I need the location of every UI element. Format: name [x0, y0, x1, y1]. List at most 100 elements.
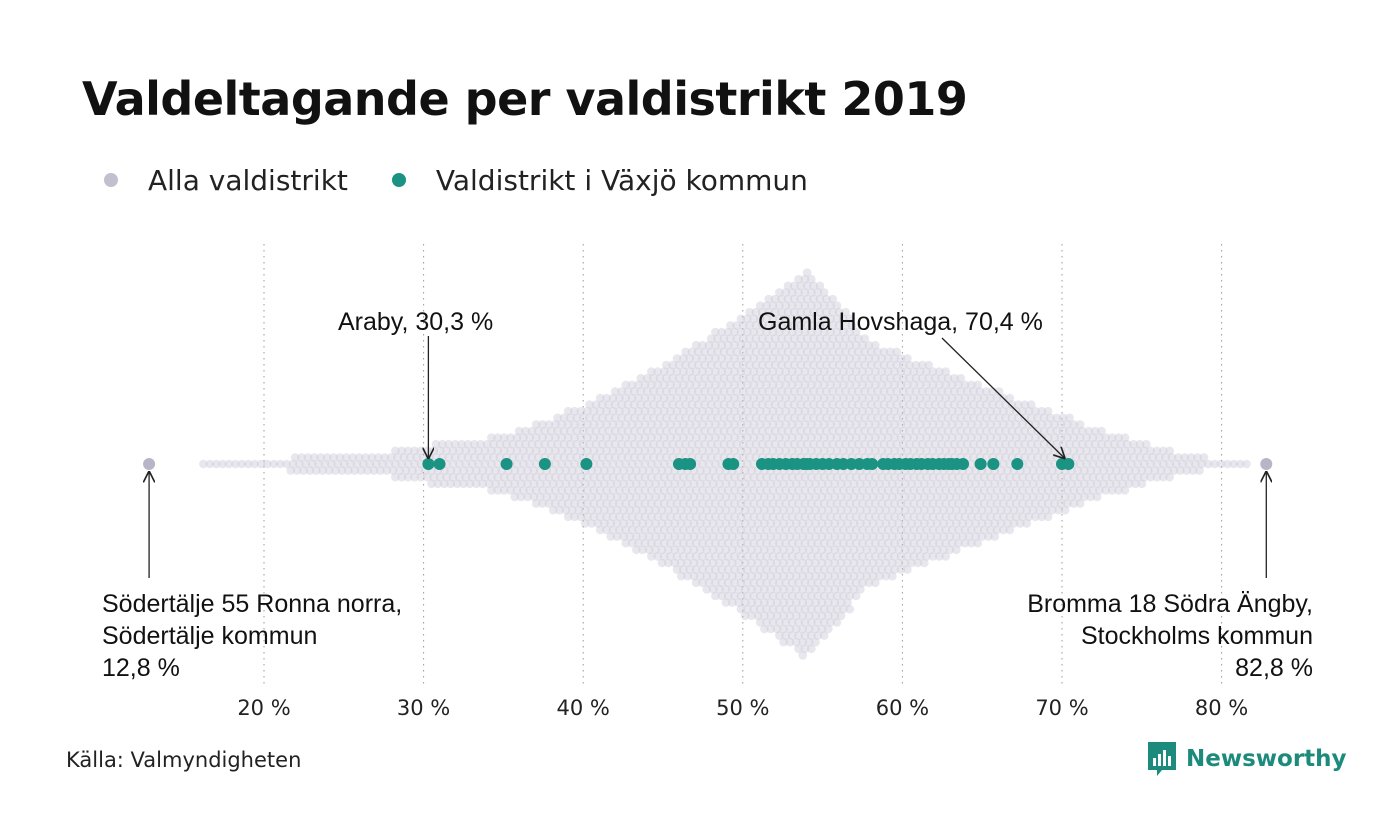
district-point: [839, 393, 848, 403]
district-point: [736, 314, 746, 324]
district-point: [708, 519, 718, 528]
district-point: [625, 492, 635, 502]
district-point: [1067, 479, 1076, 489]
district-point: [1043, 459, 1053, 469]
district-point: [730, 565, 739, 574]
district-point: [868, 545, 878, 555]
district-point: [787, 420, 797, 429]
district-point: [602, 420, 611, 429]
district-point: [666, 538, 675, 548]
district-point: [1235, 459, 1245, 469]
district-point: [698, 393, 707, 403]
district-point: [768, 472, 778, 482]
district-point: [1086, 466, 1096, 475]
district-point: [790, 360, 799, 370]
district-point: [1014, 439, 1023, 449]
district-point: [452, 479, 462, 489]
district-point: [666, 406, 675, 416]
district-point: [551, 472, 560, 482]
district-point: [775, 420, 784, 429]
district-point: [770, 439, 780, 449]
district-point: [832, 578, 842, 588]
district-point: [775, 301, 784, 310]
district-point: [536, 492, 545, 502]
district-point: [514, 426, 524, 436]
district-point: [662, 387, 671, 396]
district-point: [843, 558, 852, 568]
district-point: [841, 360, 850, 370]
district-point: [903, 433, 912, 442]
district-point: [877, 406, 887, 416]
district-point: [918, 373, 927, 383]
district-point: [657, 479, 667, 489]
district-point: [487, 433, 496, 442]
district-point: [851, 525, 861, 535]
district-point: [587, 479, 596, 489]
district-point: [1210, 459, 1219, 469]
district-point: [723, 446, 733, 456]
district-point: [1037, 499, 1047, 508]
district-point: [819, 393, 829, 403]
district-point: [627, 446, 637, 456]
district-point: [1011, 446, 1021, 456]
district-point: [858, 367, 867, 376]
district-point: [809, 439, 818, 449]
district-point: [845, 420, 855, 429]
district-point: [952, 519, 961, 528]
district-point: [862, 505, 872, 515]
district-point: [527, 453, 537, 462]
district-point: [630, 400, 639, 409]
district-point: [918, 400, 927, 409]
district-point: [849, 532, 859, 541]
district-point: [809, 307, 818, 317]
district-point: [772, 598, 782, 607]
district-point: [717, 380, 727, 390]
district-point: [898, 439, 908, 449]
district-point: [1071, 453, 1081, 462]
district-point: [798, 611, 808, 621]
district-point: [664, 505, 673, 515]
district-point: [977, 505, 987, 515]
district-point: [572, 453, 582, 462]
district-point: [1050, 499, 1059, 508]
district-point: [922, 472, 931, 482]
district-point: [1095, 433, 1104, 442]
district-point: [743, 604, 752, 614]
district-point: [1188, 466, 1198, 475]
district-point: [798, 492, 808, 502]
district-point: [647, 512, 656, 522]
district-point: [755, 406, 765, 416]
district-point: [749, 472, 759, 482]
district-point: [674, 413, 684, 423]
district-point: [819, 604, 829, 614]
district-point: [871, 486, 880, 495]
district-point: [858, 525, 867, 535]
district-point: [813, 327, 823, 337]
district-point: [826, 354, 835, 363]
district-point: [647, 420, 656, 429]
district-point: [832, 420, 842, 429]
district-point: [758, 387, 767, 396]
district-point: [792, 505, 801, 515]
district-point: [1005, 433, 1015, 442]
district-point: [952, 492, 961, 502]
district-point: [644, 505, 654, 515]
district-point: [1048, 492, 1057, 502]
district-point: [883, 499, 893, 508]
district-point: [898, 426, 908, 436]
district-point: [666, 446, 675, 456]
district-point: [841, 321, 850, 330]
district-point: [768, 446, 778, 456]
district-point: [766, 598, 776, 607]
district-point: [755, 618, 765, 627]
district-point: [903, 354, 912, 363]
district-point: [670, 558, 680, 568]
district-point: [943, 373, 953, 383]
district-point: [681, 413, 690, 423]
district-point: [888, 558, 897, 568]
district-point: [794, 525, 803, 535]
district-point: [694, 387, 703, 396]
district-point: [559, 453, 569, 462]
district-point: [973, 380, 983, 390]
district-point: [807, 578, 816, 588]
